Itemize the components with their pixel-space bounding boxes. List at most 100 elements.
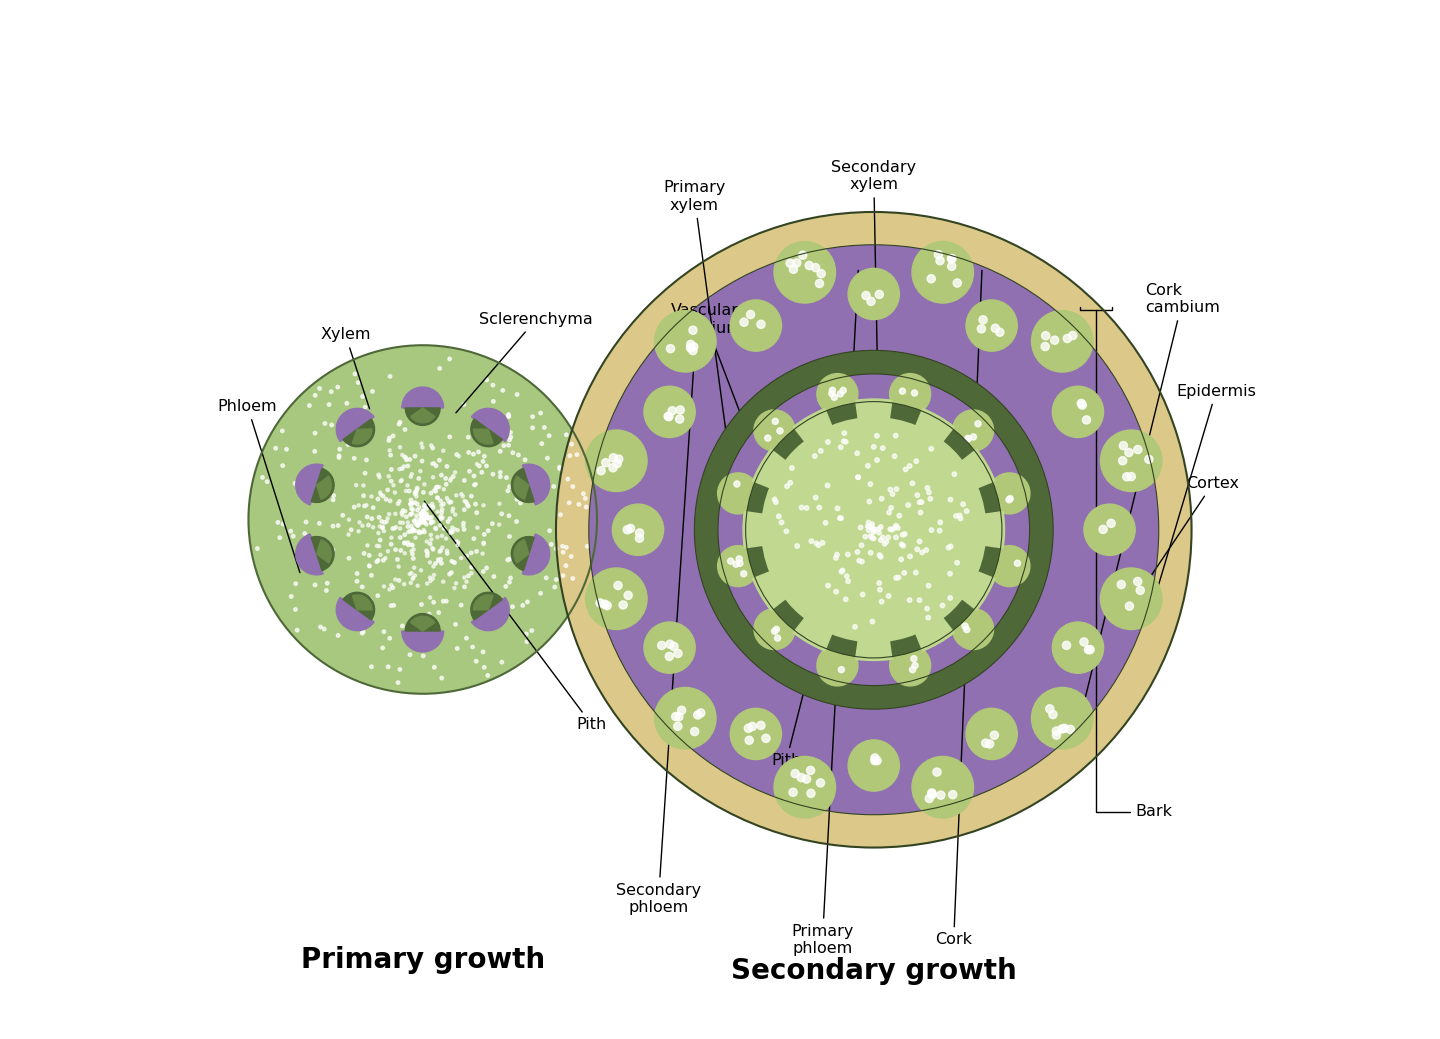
Circle shape [418, 512, 422, 515]
Circle shape [314, 583, 317, 587]
Circle shape [829, 391, 835, 397]
Circle shape [386, 517, 389, 521]
Circle shape [376, 594, 380, 597]
Circle shape [314, 394, 317, 397]
Circle shape [410, 528, 415, 531]
Wedge shape [874, 408, 955, 530]
Circle shape [359, 521, 361, 524]
Circle shape [405, 458, 409, 461]
Circle shape [412, 548, 415, 551]
Circle shape [403, 552, 406, 555]
Circle shape [420, 459, 423, 462]
Circle shape [389, 604, 393, 608]
Circle shape [331, 494, 336, 498]
Circle shape [888, 506, 893, 510]
Circle shape [1100, 430, 1162, 491]
Circle shape [467, 451, 471, 454]
Circle shape [410, 578, 415, 581]
Circle shape [379, 525, 382, 528]
Circle shape [815, 279, 824, 288]
Circle shape [991, 324, 999, 332]
Circle shape [691, 727, 698, 736]
Circle shape [379, 494, 383, 497]
Circle shape [903, 468, 907, 472]
Circle shape [789, 465, 793, 471]
Circle shape [374, 560, 379, 563]
Circle shape [903, 532, 907, 536]
Circle shape [431, 515, 433, 518]
Circle shape [694, 350, 1053, 710]
Circle shape [445, 550, 448, 553]
Circle shape [816, 374, 858, 415]
Circle shape [320, 489, 324, 492]
Circle shape [498, 523, 501, 526]
Circle shape [415, 517, 418, 521]
Circle shape [508, 557, 511, 561]
Circle shape [285, 448, 288, 451]
Wedge shape [514, 540, 528, 563]
Circle shape [455, 453, 458, 456]
Circle shape [1084, 645, 1093, 654]
Circle shape [449, 479, 452, 482]
Circle shape [433, 489, 438, 494]
Circle shape [1041, 331, 1050, 340]
Circle shape [540, 442, 543, 446]
Circle shape [912, 390, 917, 396]
Circle shape [462, 508, 467, 511]
Circle shape [586, 544, 589, 548]
Circle shape [475, 526, 480, 529]
Circle shape [425, 622, 428, 627]
Circle shape [762, 735, 770, 743]
Circle shape [331, 525, 334, 528]
Circle shape [464, 500, 468, 504]
Circle shape [596, 598, 605, 607]
Circle shape [363, 504, 366, 508]
Circle shape [390, 468, 393, 472]
Circle shape [436, 559, 441, 562]
Circle shape [871, 754, 878, 762]
Circle shape [379, 554, 382, 557]
Circle shape [860, 543, 864, 548]
Circle shape [436, 611, 441, 614]
Circle shape [539, 411, 543, 415]
Circle shape [894, 487, 899, 491]
Circle shape [919, 510, 923, 514]
Circle shape [410, 553, 415, 556]
Circle shape [379, 491, 382, 495]
Circle shape [746, 402, 1002, 658]
Circle shape [575, 453, 579, 456]
Circle shape [405, 515, 408, 518]
Circle shape [1128, 473, 1135, 481]
Circle shape [429, 576, 432, 579]
Circle shape [478, 464, 481, 468]
Circle shape [382, 495, 384, 498]
Circle shape [569, 555, 573, 558]
Circle shape [357, 381, 360, 384]
Circle shape [387, 637, 392, 640]
Circle shape [416, 524, 419, 527]
Circle shape [409, 582, 412, 585]
Circle shape [886, 535, 890, 539]
Circle shape [511, 554, 516, 557]
Circle shape [890, 645, 930, 686]
Circle shape [442, 487, 445, 490]
Circle shape [429, 444, 433, 447]
Circle shape [409, 652, 412, 657]
Text: Primary
phloem: Primary phloem [792, 270, 858, 956]
Circle shape [412, 529, 416, 532]
Circle shape [798, 773, 805, 781]
Circle shape [389, 453, 392, 457]
Circle shape [821, 540, 825, 545]
Circle shape [778, 428, 783, 434]
Circle shape [1145, 455, 1153, 463]
Circle shape [799, 251, 806, 260]
Circle shape [418, 506, 420, 509]
Circle shape [527, 497, 530, 500]
Circle shape [858, 525, 863, 530]
Circle shape [772, 497, 776, 502]
Circle shape [840, 516, 844, 521]
Circle shape [429, 518, 432, 522]
Circle shape [965, 509, 969, 513]
Circle shape [420, 517, 425, 521]
Circle shape [338, 448, 341, 451]
